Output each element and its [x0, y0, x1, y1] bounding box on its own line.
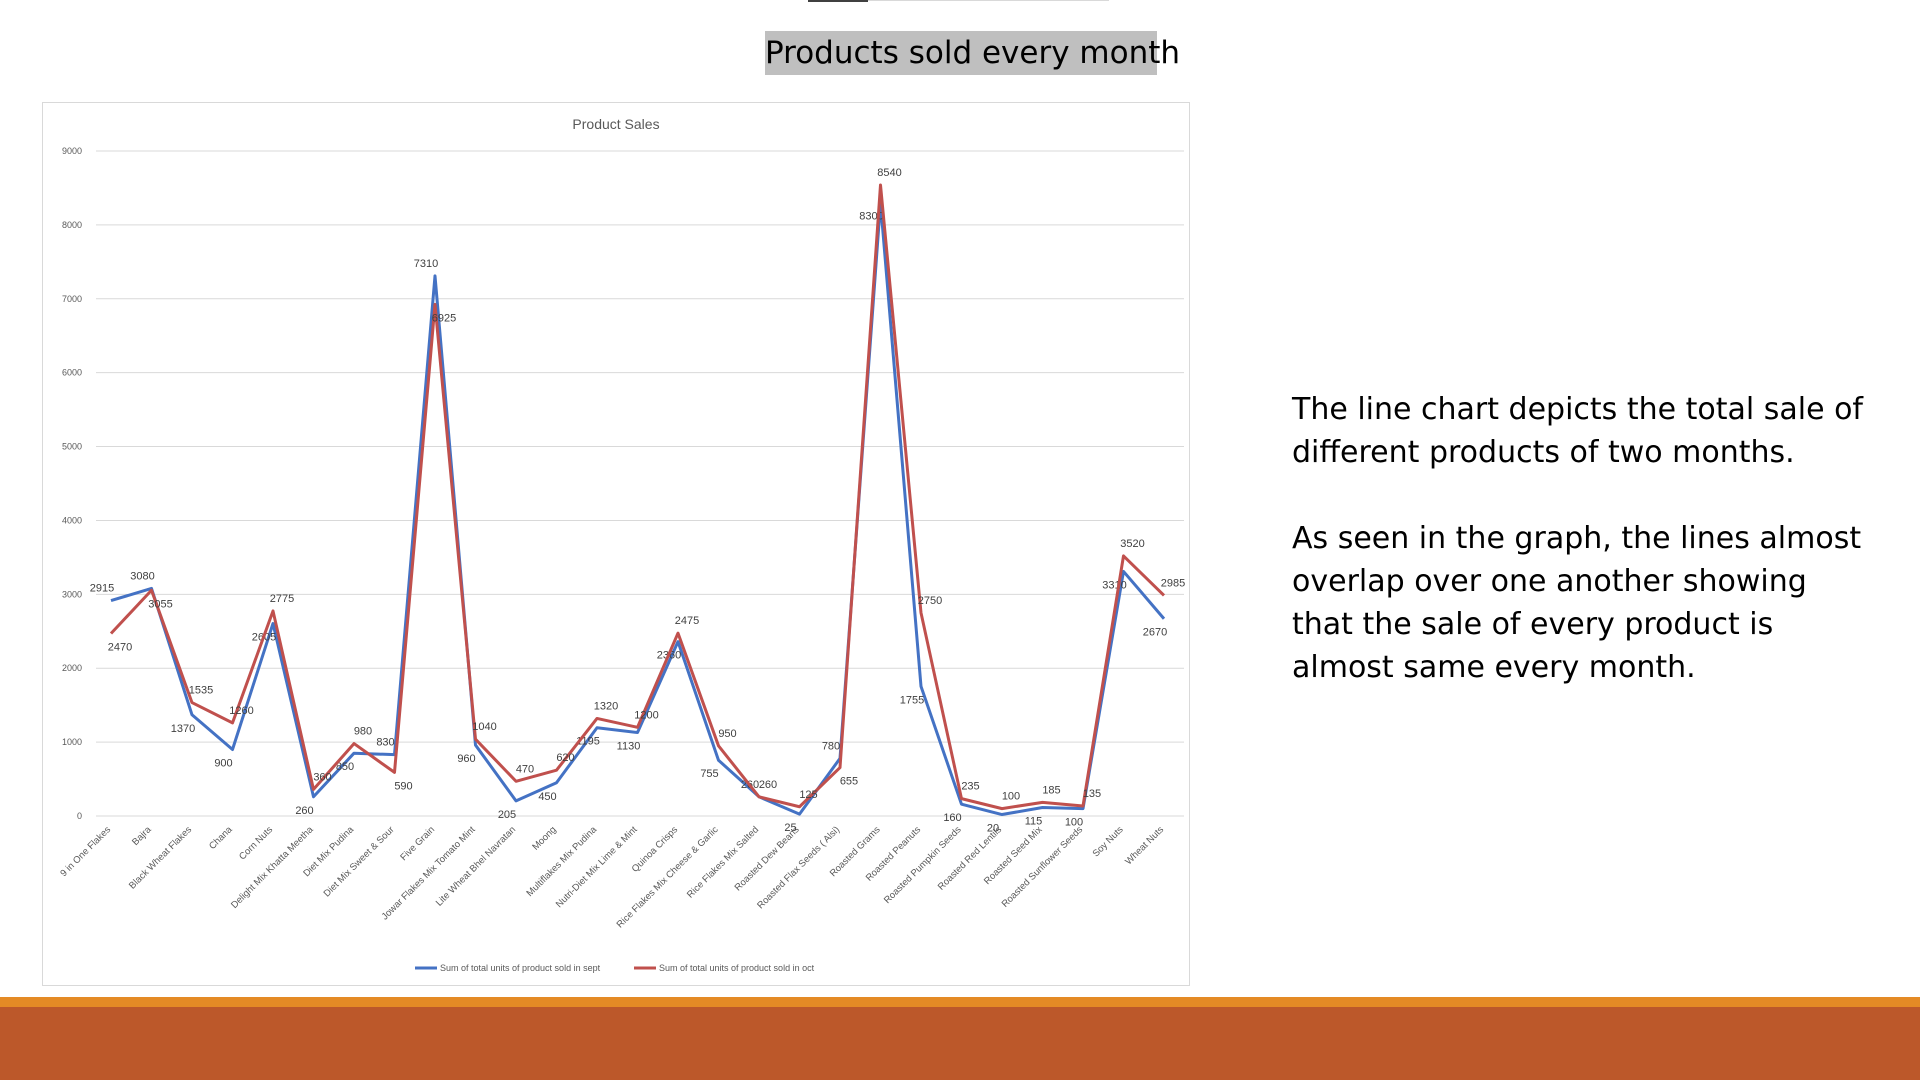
x-tick-label: 9 in One Flakes [58, 824, 113, 879]
data-label: 1370 [171, 723, 195, 735]
title-highlight [765, 31, 1157, 75]
y-tick-label: 4000 [62, 515, 82, 525]
data-label: 620 [556, 752, 574, 764]
data-label: 1535 [189, 685, 213, 697]
top-decor-line-light [868, 0, 1109, 1]
data-label: 850 [336, 761, 354, 773]
data-label: 205 [498, 809, 516, 821]
data-label: 2475 [675, 615, 699, 627]
data-label: 7310 [414, 258, 438, 270]
data-label: 1320 [594, 700, 618, 712]
data-label: 115 [1025, 816, 1043, 828]
x-tick-label: Multiflakes Mix Pudina [525, 824, 600, 899]
y-tick-label: 1000 [62, 737, 82, 747]
y-tick-label: 5000 [62, 442, 82, 452]
x-tick-label: Nutri-Diet Mix Lime & Mint [554, 824, 640, 910]
y-tick-label: 2000 [62, 663, 82, 673]
x-tick-label: Corn Nuts [237, 824, 275, 862]
legend-label: Sum of total units of product sold in se… [440, 963, 601, 973]
data-label: 100 [1065, 817, 1083, 829]
data-label: 2750 [918, 595, 942, 607]
slide-title: Products sold every month [765, 35, 1181, 71]
y-tick-label: 3000 [62, 589, 82, 599]
data-label: 830 [376, 737, 394, 749]
x-tick-label: Diet Mix Sweet & Sour [322, 824, 397, 899]
data-label: 1040 [472, 721, 496, 733]
y-tick-label: 7000 [62, 294, 82, 304]
data-label: 125 [799, 789, 817, 801]
x-tick-label: Moong [530, 824, 558, 852]
legend-label: Sum of total units of product sold in oc… [659, 963, 815, 973]
data-label: 20 [987, 823, 999, 835]
x-tick-label: Lite Wheat Bhel Navratan [434, 824, 518, 908]
data-label: 160 [943, 812, 961, 824]
chart-frame [42, 102, 1190, 986]
series-line-oct [109, 183, 1166, 811]
data-label: 260 [759, 779, 777, 791]
data-label: 100 [1002, 791, 1020, 803]
slide-body: The line chart depicts the total sale of… [1292, 388, 1872, 732]
line-chart: Product Sales 0 1000 2000 3000 4000 5000 6000 70… [58, 116, 1185, 973]
data-label: 2985 [1161, 577, 1185, 589]
x-tick-label: Soy Nuts [1091, 824, 1126, 859]
x-tick-label: Roasted Sunflower Seeds [1000, 824, 1086, 910]
x-tick-label: Roasted Pumpkin Seeds [882, 824, 964, 906]
data-label: 3080 [130, 570, 154, 582]
data-label: 235 [961, 781, 979, 793]
data-label: 950 [718, 728, 736, 740]
data-label: 185 [1042, 784, 1060, 796]
data-label: 2670 [1143, 627, 1167, 639]
data-label: 2470 [108, 641, 132, 653]
data-label: 6925 [432, 312, 456, 324]
data-label: 900 [214, 758, 232, 770]
data-label: 450 [538, 791, 556, 803]
data-label: 980 [354, 726, 372, 738]
data-label: 960 [457, 753, 475, 765]
body-paragraph-2: As seen in the graph, the lines almost o… [1292, 521, 1862, 685]
x-tick-label: Bajra [130, 824, 154, 848]
y-tick-label: 0 [77, 811, 82, 821]
x-tick-label: Rice Flakes Mix Salted [685, 824, 761, 900]
data-label: 1130 [617, 741, 641, 753]
data-label: 1260 [229, 705, 253, 717]
data-label: 25 [784, 822, 796, 834]
data-label: 2915 [90, 583, 114, 595]
body-paragraph-1: The line chart depicts the total sale of… [1292, 392, 1863, 470]
footer-accent-bar [0, 997, 1920, 1007]
data-label: 1755 [900, 694, 924, 706]
data-label: 2775 [270, 593, 294, 605]
series-line-sept [110, 201, 1166, 817]
x-tick-label: Five Grain [398, 824, 437, 863]
y-tick-label: 8000 [62, 220, 82, 230]
y-tick-label: 9000 [62, 146, 82, 156]
data-label: 590 [394, 780, 412, 792]
y-tick-label: 6000 [62, 368, 82, 378]
data-label: 360 [313, 771, 331, 783]
top-decor-line [808, 0, 868, 2]
data-label: 755 [700, 768, 718, 780]
data-label: 3310 [1102, 579, 1126, 591]
x-tick-label: Delight Mix Khatta Meetha [229, 824, 316, 911]
chart-title: Product Sales [572, 116, 659, 132]
data-label: 8540 [877, 167, 901, 179]
x-tick-label: Chana [207, 824, 235, 852]
data-label: 3520 [1120, 538, 1144, 550]
x-tick-label: Roasted Flax Seeds ( Alsi) [755, 824, 842, 911]
x-tick-label: Wheat Nuts [1123, 824, 1166, 867]
data-label: 1200 [634, 709, 658, 721]
data-label: 655 [840, 776, 858, 788]
data-label: 3055 [148, 598, 172, 610]
data-label: 260 [295, 805, 313, 817]
data-label: 470 [516, 763, 534, 775]
data-label: 135 [1083, 788, 1101, 800]
data-label: 780 [822, 740, 840, 752]
footer-bar [0, 1007, 1920, 1080]
